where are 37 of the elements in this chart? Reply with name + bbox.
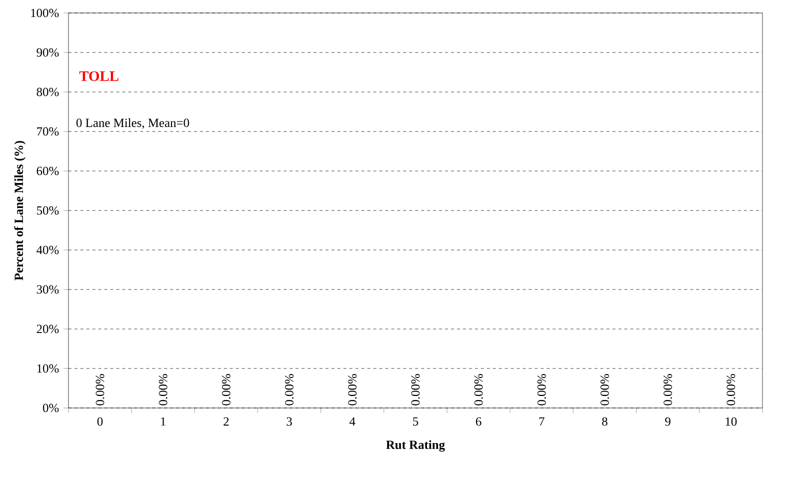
y-tick-label: 80% [36, 88, 59, 96]
data-label: 0.00% [96, 374, 104, 406]
data-label: 0.00% [600, 374, 609, 406]
x-tick-label: 9 [665, 417, 670, 426]
x-axis-title: Rut Rating [386, 440, 445, 452]
data-label: 0.00% [474, 374, 483, 406]
y-tick-label: 50% [37, 206, 59, 215]
x-tick-label: 2 [224, 417, 229, 426]
y-tick-label: 30% [36, 285, 59, 294]
text: TOLL [79, 71, 118, 82]
data-label: 0.00% [726, 374, 736, 406]
x-tick-label: 5 [413, 417, 418, 426]
x-tick-label: 1 [161, 417, 166, 426]
y-tick-label: 10% [37, 364, 59, 373]
y-tick-label: 100% [31, 8, 59, 18]
y-tick-label: 90% [36, 48, 59, 57]
annotation: 0 Lane Miles, Mean=0 [76, 118, 190, 129]
x-tick-label: 8 [602, 417, 608, 426]
data-label: 0.00% [411, 374, 420, 406]
x-tick-label: 0 [97, 417, 103, 426]
x-tick-label: 6 [476, 417, 482, 426]
x-tick-label: 3 [286, 417, 292, 426]
data-label: 0.00% [285, 374, 294, 406]
data-label: 0.00% [222, 374, 230, 406]
x-tick-label: 10 [726, 417, 737, 426]
x-tick-label: 7 [539, 417, 544, 426]
y-tick-label: 0% [42, 404, 59, 412]
y-tick-label: 40% [36, 246, 59, 254]
y-axis-title: Percent of Lane Miles (%) [14, 140, 26, 280]
data-label: 0.00% [348, 374, 357, 406]
data-label: 0.00% [664, 374, 672, 406]
data-label: 0.00% [537, 374, 546, 406]
y-tick-label: 70% [37, 127, 59, 136]
y-tick-label: 20% [36, 324, 59, 334]
x-tick-label: 4 [350, 417, 356, 426]
y-tick-label: 60% [36, 166, 59, 176]
data-label: 0.00% [158, 374, 168, 406]
